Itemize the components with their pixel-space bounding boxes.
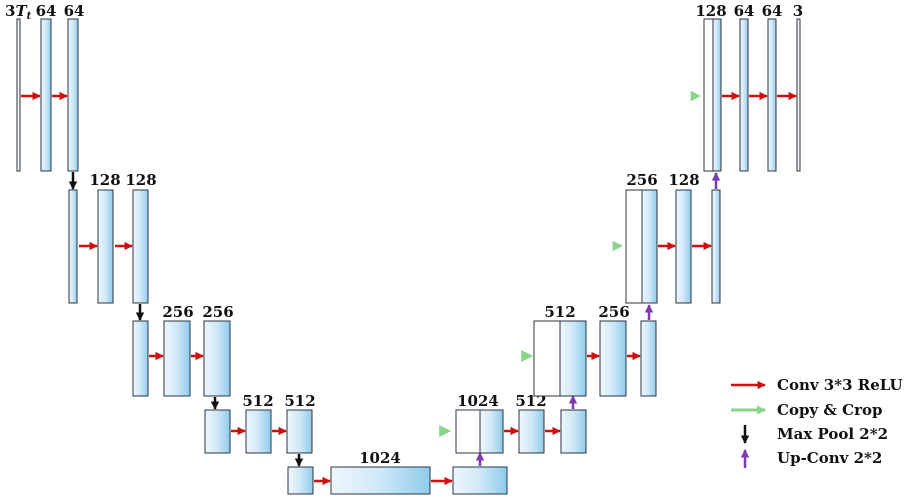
bottleneck-block-out	[452, 466, 508, 495]
label-dec3-concat: 512	[544, 303, 575, 321]
enc3-block-a	[163, 320, 191, 397]
enc4-block-b	[286, 409, 313, 454]
legend-label-pool: Max Pool 2*2	[777, 425, 888, 443]
dec3-block-b	[640, 320, 657, 397]
legend-item-copy: Copy & Crop	[731, 401, 882, 419]
dec4-skip-block	[455, 409, 481, 454]
label-enc1-a: 64	[36, 2, 57, 20]
dec1-block-a	[739, 18, 749, 172]
enc2-block-in	[68, 189, 78, 304]
label-enc3-a: 256	[162, 303, 193, 321]
label-enc2-b: 128	[125, 171, 156, 189]
dec3-up-block	[559, 320, 587, 397]
label-dec4-concat: 1024	[457, 392, 499, 410]
label-enc2-a: 128	[89, 171, 120, 189]
legend-label-conv: Conv 3*3 ReLU	[777, 376, 903, 394]
enc2-block-a	[97, 189, 114, 304]
enc3-block-b	[203, 320, 231, 397]
enc1-block-b	[67, 18, 79, 172]
dec2-block-a	[675, 189, 692, 304]
bottleneck-block-in	[287, 466, 314, 495]
dec2-skip-block	[625, 189, 643, 304]
dec4-up-block	[479, 409, 504, 454]
legend-item-upconv: Up-Conv 2*2	[740, 449, 882, 468]
enc1-block-a	[40, 18, 52, 172]
dec2-block-b	[711, 189, 721, 304]
label-output-channels: 3	[793, 2, 803, 20]
enc2-block-b	[132, 189, 149, 304]
label-enc3-b: 256	[202, 303, 233, 321]
input-block	[16, 18, 21, 172]
label-dec1-b: 64	[762, 2, 783, 20]
label-enc4-a: 512	[242, 392, 273, 410]
label-enc1-b: 64	[64, 2, 85, 20]
legend-label-upconv: Up-Conv 2*2	[777, 449, 882, 467]
legend-label-copy: Copy & Crop	[777, 401, 882, 419]
legend-item-conv: Conv 3*3 ReLU	[731, 376, 903, 394]
dec1-skip-block	[703, 18, 714, 172]
enc4-block-in	[204, 409, 231, 454]
label-dec2-b: 128	[668, 171, 699, 189]
output-block	[796, 18, 801, 172]
label-bottleneck: 1024	[359, 449, 401, 467]
label-input-channels: 3Tt	[5, 2, 32, 22]
label-enc4-b: 512	[284, 392, 315, 410]
dec3-skip-block	[533, 320, 561, 397]
dec3-block-a	[599, 320, 627, 397]
label-dec1-a: 64	[734, 2, 755, 20]
bottleneck-block	[330, 466, 431, 495]
dec4-block-b	[560, 409, 587, 454]
dec1-up-block	[712, 18, 722, 172]
legend: Conv 3*3 ReLU Copy & Crop Max Pool 2*2 U…	[731, 376, 903, 468]
dec4-block-a	[518, 409, 545, 454]
dec1-block-b	[767, 18, 777, 172]
label-dec2-concat: 256	[626, 171, 657, 189]
label-dec1-concat: 128	[695, 2, 726, 20]
legend-item-pool: Max Pool 2*2	[740, 425, 888, 444]
enc3-block-in	[132, 320, 149, 397]
dec2-up-block	[641, 189, 658, 304]
label-dec3-b: 256	[598, 303, 629, 321]
enc4-block-a	[245, 409, 272, 454]
